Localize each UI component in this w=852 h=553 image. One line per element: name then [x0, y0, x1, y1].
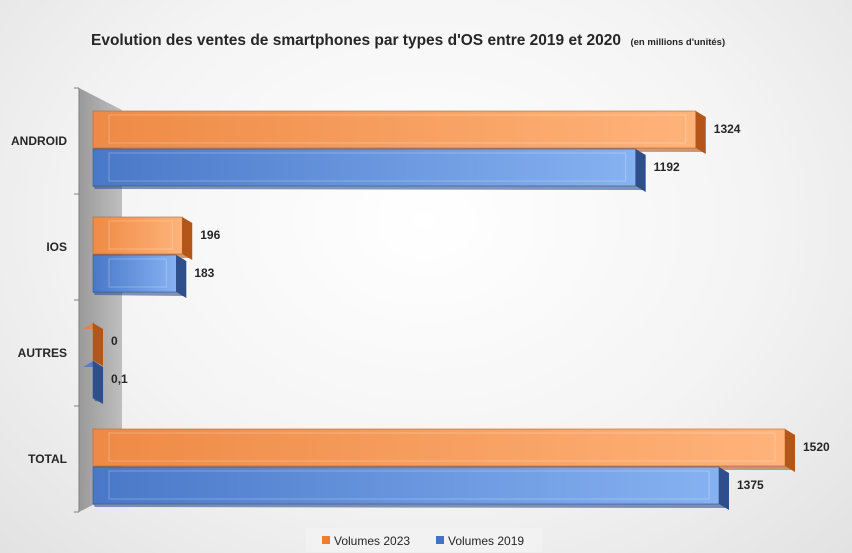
legend-label-volumes-2023: Volumes 2023 [334, 534, 410, 548]
bars [83, 110, 795, 510]
category-label-autres: AUTRES [18, 346, 67, 360]
legend-label-volumes-2019: Volumes 2019 [448, 534, 524, 548]
legend: Volumes 2023 Volumes 2019 [306, 528, 542, 552]
bar-volumes-2023-total-highlight [108, 432, 776, 462]
data-label-volumes-2019-total: 1375 [737, 478, 764, 492]
bar-volumes-2019-autres-top [83, 361, 94, 367]
chart-side-wall [79, 88, 122, 512]
category-ticks [74, 87, 79, 513]
data-label-volumes-2019-ios: 183 [194, 266, 214, 280]
bar-volumes-2023-total-side [785, 429, 795, 472]
category-label-total: TOTAL [28, 452, 67, 466]
bar-volumes-2019-total-bottom [93, 504, 727, 508]
bar-volumes-2023-autres-side [93, 323, 103, 366]
category-label-ios: IOS [46, 240, 67, 254]
chart-title: Evolution des ventes de smartphones par … [91, 32, 725, 49]
bar-volumes-2023-ios-side [182, 217, 193, 260]
data-label-volumes-2019-android: 1192 [654, 160, 680, 174]
bar-volumes-2019-ios [92, 254, 187, 298]
bar-volumes-2019-autres-bottom [93, 398, 102, 402]
bar-volumes-2019-total-highlight [108, 470, 710, 500]
bar-volumes-2019-android-side [635, 149, 646, 192]
bar-volumes-2019-autres [83, 360, 104, 404]
chart-subtitle: (en millions d'unités) [630, 37, 725, 48]
bar-volumes-2023-ios [92, 216, 193, 260]
data-label-volumes-2023-ios: 196 [200, 228, 220, 242]
bar-volumes-2023-android-highlight [108, 114, 687, 144]
bar-volumes-2019-autres-side [93, 361, 104, 404]
bar-volumes-2019-android-bottom [93, 186, 644, 190]
bar-volumes-2019-android-front [92, 148, 636, 187]
bar-volumes-2023-ios-highlight [108, 220, 173, 250]
bar-volumes-2023-android-front [92, 110, 697, 149]
legend-box [306, 528, 542, 552]
legend-swatch-volumes-2023 [322, 536, 330, 544]
data-label-volumes-2023-autres: 0 [111, 334, 118, 348]
bar-volumes-2019-ios-highlight [108, 258, 167, 288]
bar-volumes-2019-android [92, 148, 646, 192]
bar-volumes-2023-android [92, 110, 706, 154]
bar-volumes-2023-total [92, 428, 795, 472]
data-label-volumes-2019-autres: 0,1 [111, 372, 128, 386]
data-labels: 1324 1192 196 183 0 0,1 1520 1375 [111, 122, 830, 492]
legend-swatch-volumes-2019 [436, 536, 444, 544]
data-label-volumes-2023-android: 1324 [714, 122, 741, 136]
bar-volumes-2023-ios-front [92, 216, 183, 255]
bar-volumes-2019-ios-side [176, 255, 187, 298]
bar-volumes-2019-ios-bottom [93, 292, 185, 296]
category-labels: ANDROID IOS AUTRES TOTAL [11, 134, 67, 466]
chart-title-main: Evolution des ventes de smartphones par … [91, 32, 621, 49]
bar-volumes-2019-android-highlight [108, 152, 627, 182]
bar-volumes-2019-total-side [718, 467, 729, 510]
bar-volumes-2019-ios-front [92, 254, 177, 293]
category-label-android: ANDROID [11, 134, 67, 148]
bar-volumes-2023-autres-top [83, 323, 93, 329]
bar-volumes-2019-total [92, 466, 729, 510]
bar-volumes-2023-android-side [695, 111, 706, 154]
data-label-volumes-2023-total: 1520 [803, 440, 830, 454]
bar-volumes-2023-total-front [92, 428, 786, 467]
bar-volumes-2019-total-front [92, 466, 720, 505]
